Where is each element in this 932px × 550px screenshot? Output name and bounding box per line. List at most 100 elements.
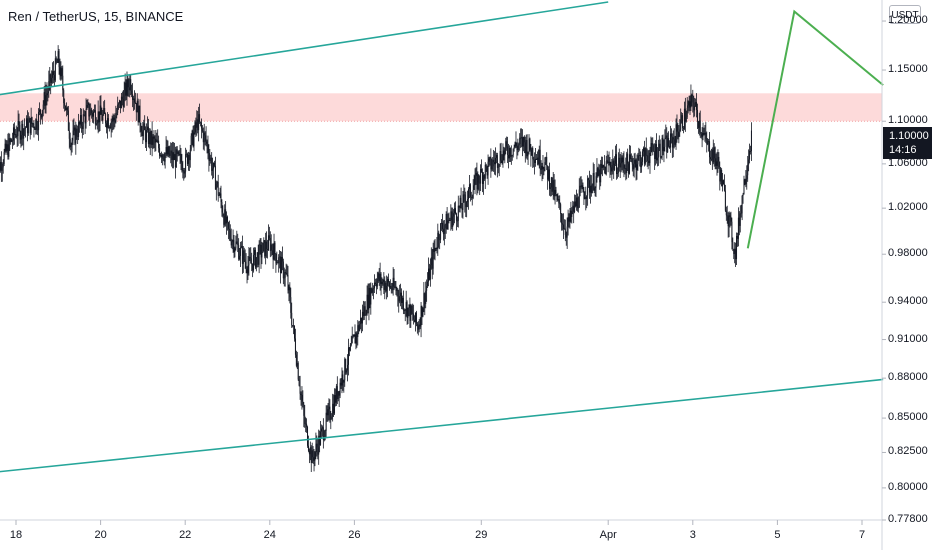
candle-body <box>455 213 457 221</box>
candle-body <box>647 155 649 161</box>
candle-body <box>746 175 748 179</box>
candle-body <box>389 285 391 288</box>
candle-body <box>589 185 591 193</box>
candle-body <box>576 197 578 208</box>
candle-body <box>539 149 541 169</box>
candle-body <box>160 154 162 158</box>
candle-body <box>498 164 500 167</box>
upper-channel-line[interactable] <box>0 1 609 96</box>
candle-body <box>666 135 668 153</box>
candle-body <box>749 150 751 160</box>
candle-body <box>535 158 537 160</box>
candle-body <box>736 235 738 260</box>
candle-body <box>524 142 526 154</box>
candle-body <box>249 256 251 259</box>
candle-body <box>449 220 451 221</box>
candle-body <box>266 241 268 250</box>
candle-body <box>327 409 329 416</box>
candle-body <box>146 126 148 131</box>
candle-body <box>114 120 116 123</box>
candle-body <box>441 222 443 224</box>
candle-body <box>394 286 396 288</box>
candle-body <box>718 156 720 167</box>
candle-body <box>140 125 142 132</box>
candle-body <box>56 62 58 63</box>
candle-body <box>126 79 128 96</box>
candle-body <box>248 256 250 266</box>
candle-body <box>563 228 565 230</box>
lower-channel-line[interactable] <box>0 378 884 473</box>
candle-body <box>547 165 549 180</box>
candle-body <box>48 81 50 92</box>
candle-body <box>197 119 199 131</box>
candle-body <box>50 74 52 83</box>
price-tick-label: 1.20000 <box>888 14 928 27</box>
candle-body <box>593 173 595 191</box>
candle-body <box>733 248 735 255</box>
candle-body <box>23 129 25 139</box>
candle-body <box>161 154 163 158</box>
candle-body <box>530 149 532 156</box>
candle-body <box>484 164 486 179</box>
candle-body <box>591 184 593 194</box>
candle-body <box>155 139 157 143</box>
candle-body <box>500 151 502 161</box>
candle-body <box>712 149 714 163</box>
candle-body <box>648 160 650 164</box>
candle-body <box>240 247 242 256</box>
candle-body <box>477 174 479 190</box>
candle-body <box>64 103 66 106</box>
candle-body <box>356 333 358 338</box>
candle-body <box>124 82 126 91</box>
candle-body <box>565 234 567 238</box>
candle-body <box>669 133 671 148</box>
candle-body <box>298 379 300 386</box>
candle-body <box>144 123 146 131</box>
candle-body <box>118 103 120 105</box>
candle-body <box>317 447 319 455</box>
candle-body <box>702 133 704 137</box>
candle-body <box>337 391 339 400</box>
candle-body <box>116 112 118 116</box>
candle-body <box>12 140 14 142</box>
currency-button[interactable]: USDT <box>889 5 921 24</box>
candle-body <box>416 323 418 327</box>
candle-body <box>578 189 580 208</box>
candle-body <box>628 163 630 174</box>
candle-body <box>189 149 191 161</box>
candle-body <box>52 71 54 78</box>
candle-body <box>294 325 296 339</box>
candle-body <box>553 180 555 197</box>
candle-body <box>737 217 739 239</box>
candle-body <box>192 130 194 147</box>
candle-body <box>256 252 258 258</box>
candle-body <box>349 345 351 351</box>
candle-body <box>669 146 671 148</box>
candle-body <box>748 159 750 165</box>
candle-body <box>411 305 413 314</box>
candle-body <box>649 152 651 164</box>
candle-body <box>336 386 338 400</box>
price-tick-label: 1.06000 <box>888 156 928 169</box>
candle-body <box>614 163 616 170</box>
candle-body <box>557 199 559 200</box>
candle-body <box>448 220 450 221</box>
candle-body <box>119 100 121 104</box>
candle-body <box>309 447 311 455</box>
candle-body <box>372 288 374 293</box>
candle-body <box>480 169 482 184</box>
time-tick-label: 29 <box>475 529 488 541</box>
candle-body <box>358 325 360 331</box>
candle-body <box>685 117 687 122</box>
candle-body <box>440 223 442 240</box>
candle-body <box>424 293 426 305</box>
candle-body <box>283 277 285 279</box>
candle-body <box>205 135 207 142</box>
price-tick-label: 0.82500 <box>888 445 928 458</box>
price-tick-label: 0.77800 <box>888 513 928 525</box>
candle-body <box>13 127 15 136</box>
projection-path[interactable] <box>746 9 884 249</box>
candle-body <box>658 143 660 149</box>
candle-body <box>730 216 732 222</box>
